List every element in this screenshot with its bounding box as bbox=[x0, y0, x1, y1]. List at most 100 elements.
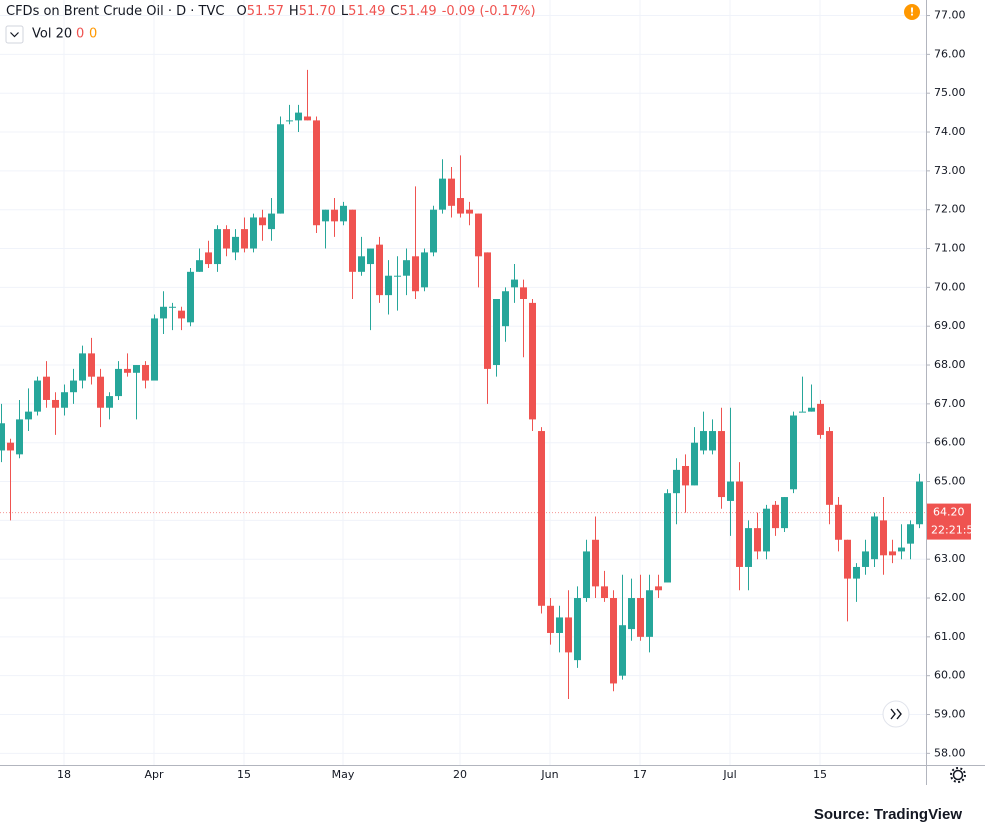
candle-body bbox=[277, 124, 284, 214]
settings-icon[interactable] bbox=[950, 767, 966, 783]
candle-body bbox=[898, 547, 905, 552]
candle-body bbox=[727, 481, 734, 501]
y-tick-label: 76.00 bbox=[934, 47, 966, 60]
warning-icon[interactable] bbox=[904, 4, 920, 20]
candle-body bbox=[367, 248, 374, 265]
candle-body bbox=[583, 551, 590, 599]
field-value: 51.57 bbox=[247, 4, 284, 19]
candle-body bbox=[718, 431, 725, 498]
y-tick-label: 66.00 bbox=[934, 436, 966, 449]
candle-body bbox=[70, 380, 77, 393]
candle-body bbox=[394, 275, 401, 277]
candle-body bbox=[385, 275, 392, 296]
candle-body bbox=[556, 617, 563, 633]
candle-body bbox=[34, 380, 41, 412]
y-tick-label: 59.00 bbox=[934, 708, 966, 721]
candle-body bbox=[268, 213, 275, 230]
candle-body bbox=[349, 209, 356, 272]
candle-body bbox=[502, 291, 509, 327]
field-key: H bbox=[289, 4, 299, 19]
candle-body bbox=[709, 431, 716, 451]
candle-body bbox=[610, 598, 617, 684]
x-tick-label: Apr bbox=[144, 768, 164, 781]
candle-body bbox=[817, 403, 824, 435]
y-tick-label: 72.00 bbox=[934, 203, 966, 216]
candle-body bbox=[844, 539, 851, 579]
y-tick-label: 69.00 bbox=[934, 319, 966, 332]
y-tick-label: 62.00 bbox=[934, 591, 966, 604]
candle-body bbox=[412, 256, 419, 292]
candle-body bbox=[754, 528, 761, 552]
scroll-button[interactable] bbox=[882, 700, 910, 728]
candle-body bbox=[646, 590, 653, 637]
candle-body bbox=[7, 442, 14, 451]
x-tick-label: 18 bbox=[57, 768, 71, 781]
candle-body bbox=[520, 287, 527, 300]
x-tick-label: 17 bbox=[633, 768, 647, 781]
y-tick-label: 61.00 bbox=[934, 630, 966, 643]
candle-body bbox=[682, 465, 689, 486]
y-tick-label: 70.00 bbox=[934, 280, 966, 293]
candle-body bbox=[133, 365, 140, 373]
y-tick-label: 68.00 bbox=[934, 358, 966, 371]
candle-body bbox=[781, 497, 788, 529]
field-value: 51.70 bbox=[299, 4, 336, 19]
candle-body bbox=[115, 368, 122, 397]
candle-body bbox=[484, 252, 491, 369]
candle-body bbox=[358, 256, 365, 272]
candle-body bbox=[493, 299, 500, 366]
candle-body bbox=[376, 244, 383, 296]
y-tick-label: 67.00 bbox=[934, 397, 966, 410]
candle-body bbox=[295, 112, 302, 121]
candle-body bbox=[187, 271, 194, 323]
countdown: 22:21:51 bbox=[931, 524, 980, 537]
y-tick-label: 58.00 bbox=[934, 746, 966, 759]
warning-mark: ! bbox=[909, 6, 914, 19]
candle-body bbox=[88, 353, 95, 377]
candle-body bbox=[853, 566, 860, 579]
candle-body bbox=[232, 236, 239, 253]
candle-body bbox=[475, 213, 482, 257]
candle-body bbox=[736, 481, 743, 567]
symbol-title: CFDs on Brent Crude Oil · D · TVC bbox=[6, 4, 224, 19]
last-price-label: 64.20 bbox=[933, 506, 965, 519]
collapse-button[interactable] bbox=[5, 25, 24, 44]
candle-body bbox=[592, 539, 599, 587]
candle-body bbox=[43, 376, 50, 400]
candle-body bbox=[124, 368, 131, 373]
candle-body bbox=[628, 598, 635, 630]
candle-body bbox=[304, 116, 311, 121]
candle-body bbox=[340, 205, 347, 222]
candle-body bbox=[142, 365, 149, 381]
y-tick-label: 77.00 bbox=[934, 9, 966, 22]
candle-body bbox=[619, 625, 626, 676]
candle-body bbox=[673, 469, 680, 494]
candle-body bbox=[16, 419, 23, 455]
candle-body bbox=[223, 229, 230, 249]
candle-body bbox=[52, 399, 59, 408]
candle-body bbox=[835, 504, 842, 540]
field-key: C bbox=[390, 4, 399, 19]
x-tick-label: May bbox=[332, 768, 355, 781]
candle-body bbox=[241, 229, 248, 249]
candles bbox=[0, 69, 923, 699]
candle-body bbox=[160, 306, 167, 319]
candle-body bbox=[637, 598, 644, 637]
legend: CFDs on Brent Crude Oil · D · TVC O51.57 H… bbox=[5, 4, 536, 44]
candle-body bbox=[322, 209, 329, 222]
candle-body bbox=[250, 217, 257, 249]
candle-body bbox=[907, 524, 914, 544]
field-key: L bbox=[341, 4, 349, 19]
candle-body bbox=[259, 217, 266, 226]
gear-teeth bbox=[950, 767, 966, 783]
candle-body bbox=[61, 392, 68, 408]
scroll-icon bbox=[890, 708, 902, 720]
candle-body bbox=[655, 586, 662, 591]
y-tick-label: 71.00 bbox=[934, 242, 966, 255]
x-tick-label: 20 bbox=[453, 768, 467, 781]
candle-body bbox=[178, 310, 185, 319]
x-tick-label: Jun bbox=[540, 768, 558, 781]
candle-body bbox=[196, 260, 203, 272]
volume-value: 0 bbox=[76, 27, 84, 42]
